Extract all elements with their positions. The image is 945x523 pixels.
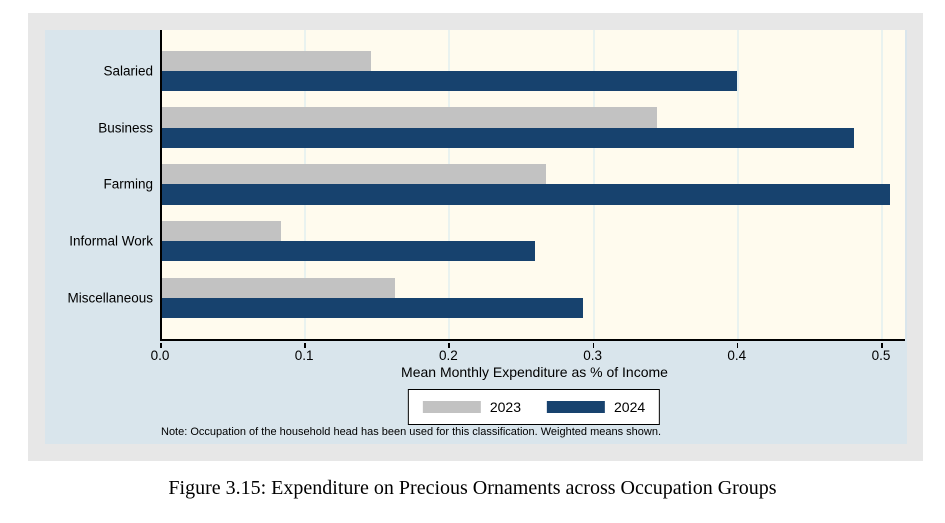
category-label-business: Business xyxy=(98,120,153,136)
x-tick-label: 0.3 xyxy=(583,348,602,363)
legend-item-2024: 2024 xyxy=(547,399,645,415)
x-tick-mark xyxy=(448,343,450,348)
category-label-miscellaneous: Miscellaneous xyxy=(67,290,153,306)
legend-item-2023: 2023 xyxy=(422,399,521,415)
legend-label-2023: 2023 xyxy=(489,399,521,415)
bar-2024-informal-work xyxy=(162,241,535,262)
bar-2023-salaried xyxy=(162,50,371,71)
x-tick-label: 0.1 xyxy=(294,348,314,363)
legend-swatch-2023 xyxy=(422,401,481,413)
x-tick-label: 0.2 xyxy=(439,348,458,363)
bar-2023-business xyxy=(162,107,658,128)
x-tick-label: 0.4 xyxy=(727,348,747,363)
bar-2024-farming xyxy=(162,184,890,205)
x-tick-mark xyxy=(160,343,162,348)
plot-area xyxy=(160,30,905,341)
x-tick-mark xyxy=(304,343,306,348)
bar-2023-farming xyxy=(162,164,547,185)
figure-caption: Figure 3.15: Expenditure on Precious Orn… xyxy=(168,477,777,499)
legend-label-2024: 2024 xyxy=(614,399,646,415)
x-tick-mark xyxy=(592,343,595,348)
category-axis: Salaried Business Farming Informal Work Misc… xyxy=(45,30,153,343)
bar-2023-miscellaneous xyxy=(162,277,396,298)
category-label-informal-work: Informal Work xyxy=(69,233,153,249)
x-tick-mark xyxy=(736,343,739,348)
x-tick-mark xyxy=(881,343,883,348)
bar-2024-business xyxy=(162,127,854,148)
x-tick-label: 0.5 xyxy=(871,348,891,363)
category-label-farming: Farming xyxy=(103,176,153,192)
graph-region: Salaried Business Farming Informal Work Misc… xyxy=(45,30,907,444)
figure-panel: Salaried Business Farming Informal Work Misc… xyxy=(28,13,923,461)
bar-2024-salaried xyxy=(162,71,737,92)
legend: 2023 2024 xyxy=(407,389,661,425)
chart-note: Note: Occupation of the household head h… xyxy=(161,426,661,438)
x-tick-label: 0.0 xyxy=(150,348,170,363)
category-label-salaried: Salaried xyxy=(103,63,153,79)
x-axis-title: Mean Monthly Expenditure as % of Income xyxy=(401,364,668,380)
bar-2024-miscellaneous xyxy=(162,297,583,319)
bar-2023-informal-work xyxy=(162,220,282,242)
legend-swatch-2024 xyxy=(547,401,605,413)
